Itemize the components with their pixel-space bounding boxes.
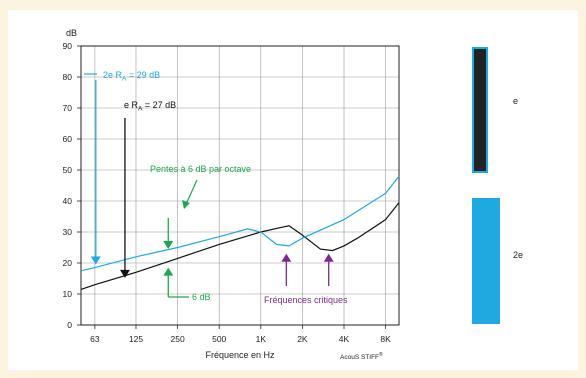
y-tick-label: 80	[63, 72, 73, 82]
ra-2e-label-value: = 29 dB	[126, 70, 160, 80]
ra-2e-label-prefix: 2e R	[103, 70, 123, 80]
x-tick-label: 125	[129, 334, 143, 344]
ra-2e-label-sub: A	[122, 76, 127, 83]
y-axis-label: dB	[66, 28, 77, 38]
legend-swatch-2e	[472, 198, 500, 324]
slope-arrow-head	[182, 200, 190, 209]
ra-e-label-prefix: e R	[124, 100, 139, 110]
x-tick-label: 500	[212, 334, 226, 344]
ra-e-arrow-head	[119, 269, 130, 278]
y-tick-label: 40	[63, 196, 73, 206]
x-tick-label: 8K	[380, 334, 391, 344]
critical-arrow-1-head	[281, 253, 292, 262]
y-tick-label: 20	[63, 258, 73, 268]
legend-swatch-e	[472, 47, 488, 173]
critical-arrow-2-head	[323, 253, 334, 262]
y-tick-label: 60	[63, 134, 73, 144]
x-tick-label: 2K	[297, 334, 308, 344]
x-axis-label: Fréquence en Hz	[205, 350, 275, 360]
y-tick-label: 70	[63, 103, 73, 113]
ra-2e-arrow-head	[90, 256, 101, 265]
legend-label-e: e	[513, 96, 518, 106]
six-db-label: 6 dB	[192, 292, 211, 302]
y-tick-label: 0	[67, 320, 72, 330]
copyright-label: AcouS STIFF	[340, 354, 379, 361]
x-tick-label: 63	[90, 334, 100, 344]
ra-e-label-value: = 27 dB	[142, 100, 176, 110]
ra-e-label: e RA = 27 dB	[124, 100, 176, 113]
x-tick-label: 1K	[256, 334, 267, 344]
axes: 0 10 20 30 40 50 60 70 80 90 63 125 250 500 1K 2K 4K 8K	[63, 41, 400, 344]
series-layer	[80, 175, 400, 290]
six-db-arrow-bottom-head	[163, 267, 174, 276]
x-tick-label: 4K	[339, 334, 350, 344]
series-line-2e	[80, 175, 400, 272]
legend-label-2e: 2e	[513, 250, 523, 260]
slope-label: Pentes à 6 dB par octave	[150, 164, 251, 174]
y-tick-label: 10	[63, 289, 73, 299]
slope-arrow-shaft	[186, 179, 198, 203]
six-db-arrow-top-head	[163, 241, 174, 250]
critical-label: Fréquences critiques	[264, 295, 348, 305]
grid	[81, 45, 399, 325]
copyright-mark: ®	[379, 351, 383, 358]
y-tick-label: 50	[63, 165, 73, 175]
ra-e-label-sub: A	[138, 106, 143, 113]
y-tick-label: 30	[63, 227, 73, 237]
ra-2e-label: 2e RA = 29 dB	[103, 70, 160, 83]
x-tick-label: 250	[171, 334, 185, 344]
copyright-text: AcouS STIFF®	[340, 351, 383, 361]
y-tick-label: 90	[63, 41, 73, 51]
series-line-e	[80, 202, 400, 290]
plot-frame	[80, 45, 400, 326]
